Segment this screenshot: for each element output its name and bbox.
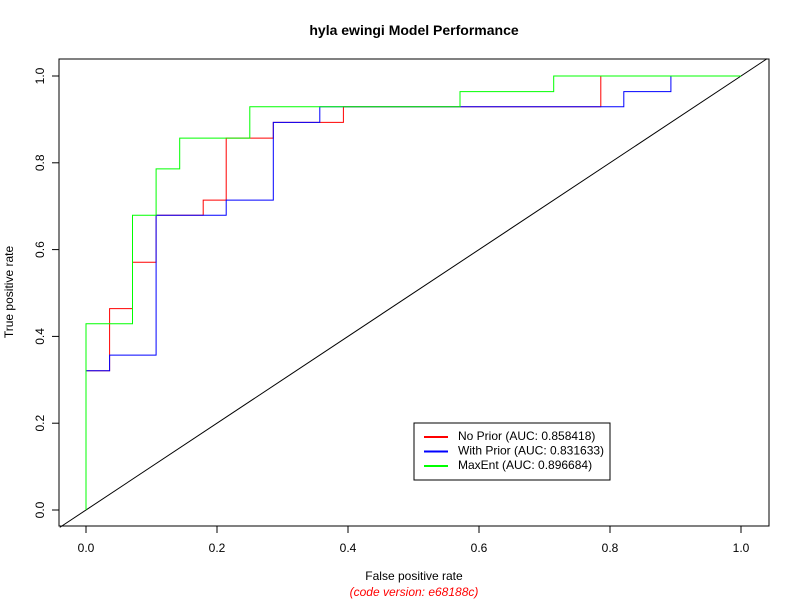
code-version-label: (code version: e68188c) xyxy=(350,585,479,599)
x-tick-label: 0.8 xyxy=(602,541,619,555)
x-tick-label: 0.6 xyxy=(471,541,488,555)
chart-title: hyla ewingi Model Performance xyxy=(309,22,518,38)
roc-series-group xyxy=(85,75,741,510)
y-axis: 0.0 0.2 0.4 0.6 0.8 1.0 xyxy=(33,67,60,518)
series-line-with-prior xyxy=(85,75,741,510)
legend: No Prior (AUC: 0.858418)With Prior (AUC:… xyxy=(413,422,611,481)
legend-label-no-prior: No Prior (AUC: 0.858418) xyxy=(458,429,595,443)
y-tick-label: 0.2 xyxy=(33,415,47,432)
x-tick-label: 0.0 xyxy=(78,541,95,555)
y-tick-label: 1.0 xyxy=(33,67,47,84)
legend-label-with-prior: With Prior (AUC: 0.831633) xyxy=(458,444,604,458)
y-tick-label: 0.8 xyxy=(33,154,47,171)
x-tick-label: 1.0 xyxy=(733,541,750,555)
x-tick-label: 0.4 xyxy=(340,541,357,555)
series-line-maxent xyxy=(85,75,741,510)
x-axis: 0.0 0.2 0.4 0.6 0.8 1.0 xyxy=(78,525,750,555)
y-tick-label: 0.6 xyxy=(33,241,47,258)
diagonal-reference-line xyxy=(59,58,768,528)
legend-label-maxent: MaxEnt (AUC: 0.896684) xyxy=(458,458,592,472)
y-tick-label: 0.0 xyxy=(33,501,47,518)
x-axis-label: False positive rate xyxy=(365,569,463,583)
x-tick-label: 0.2 xyxy=(209,541,226,555)
series-line-no-prior xyxy=(85,75,741,510)
y-axis-label: True positive rate xyxy=(2,246,16,339)
y-tick-label: 0.4 xyxy=(33,328,47,345)
